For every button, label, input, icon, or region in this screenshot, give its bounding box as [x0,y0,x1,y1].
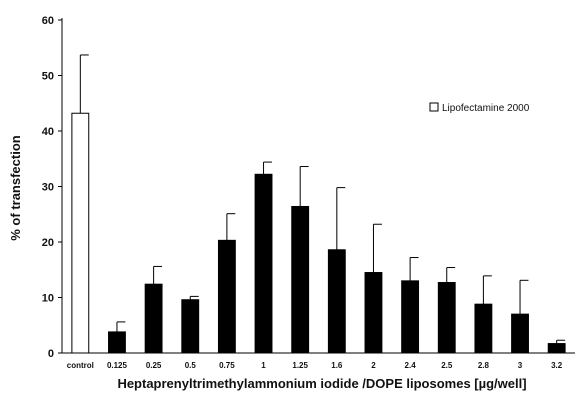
x-tick-label: control [67,361,94,370]
bar-0.25 [144,283,163,354]
x-tick-label: 2 [371,361,376,370]
bar-1 [254,173,273,354]
x-tick-label: 1 [261,361,266,370]
y-tick-label: 40 [42,126,54,138]
bar-1.6 [327,249,346,354]
x-axis-title: Heptaprenyltrimethylammonium iodide /DOP… [117,376,526,391]
legend: Lipofectamine 2000 [429,102,530,114]
bar-2.8 [474,303,493,354]
bar-3.2 [547,343,566,354]
legend-label-lipofectamine: Lipofectamine 2000 [442,103,530,114]
bar-2 [364,272,383,354]
bar-2.4 [401,280,420,354]
y-tick-label: 0 [48,348,54,360]
bar-3 [511,313,529,354]
y-axis-ticks: 0 10 20 30 40 50 60 [42,15,62,360]
x-tick-label: 1.6 [331,361,343,370]
x-tick-label: 0.5 [185,361,197,370]
bar-1.25 [291,205,310,354]
y-tick-label: 10 [42,293,54,305]
bar-control [71,112,90,354]
y-tick-label: 60 [42,15,54,27]
bar-2.5 [437,282,456,354]
x-tick-label: 2.4 [405,361,417,370]
bar-0.75 [217,239,236,354]
y-tick-label: 20 [42,237,54,249]
x-axis-ticks: control 0.125 0.25 0.5 0.75 1 1.25 1.6 2 2.4 2.5 2.… [67,361,563,370]
x-tick-label: 0.25 [146,361,162,370]
y-axis-title: % of transfection [8,135,23,241]
x-tick-label: 2.5 [441,361,453,370]
x-tick-label: 3 [518,361,523,370]
bar-0.5 [181,299,200,354]
x-tick-label: 2.8 [478,361,490,370]
y-tick-label: 30 [42,182,54,194]
y-tick-label: 50 [42,71,54,83]
x-tick-label: 1.25 [292,361,308,370]
error-bars [79,54,566,344]
bar-0.125 [108,331,126,354]
x-tick-label: 0.75 [219,361,235,370]
x-tick-label: 3.2 [551,361,563,370]
legend-swatch-lipofectamine [429,102,439,112]
bars [71,112,566,354]
x-tick-label: 0.125 [107,361,128,370]
